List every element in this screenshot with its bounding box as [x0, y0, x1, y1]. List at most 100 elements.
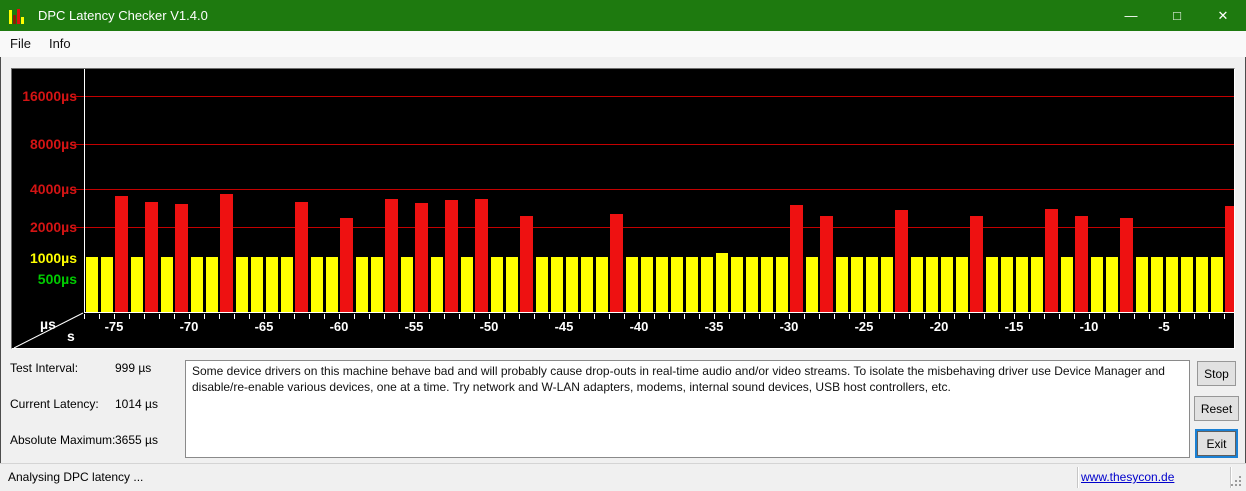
latency-bar [85, 257, 98, 312]
maximize-icon[interactable]: □ [1173, 8, 1181, 23]
latency-bar-spike [970, 216, 983, 312]
x-tickmark [729, 314, 730, 319]
reset-button[interactable]: Reset [1194, 396, 1239, 421]
stat-label: Absolute Maximum: [10, 433, 116, 447]
resize-grip[interactable] [1231, 476, 1243, 488]
latency-bar [985, 257, 998, 312]
latency-bar-spike [790, 205, 803, 312]
stat-value: 1014 µs [115, 397, 158, 411]
x-tickmark [1119, 314, 1120, 319]
latency-bar [1000, 257, 1013, 312]
latency-bar-spike [610, 213, 623, 312]
x-axis-label: -15 [1004, 319, 1024, 334]
x-tickmark [1089, 314, 1090, 319]
latency-bar-spike [475, 199, 488, 312]
grip-dot [1235, 484, 1237, 486]
driver-warning-textbox[interactable]: Some device drivers on this machine beha… [185, 360, 1190, 458]
x-axis-label: -70 [179, 319, 199, 334]
latency-bar-spike [295, 201, 308, 312]
latency-bar-spike [1045, 208, 1058, 312]
stop-button[interactable]: Stop [1197, 361, 1236, 386]
latency-bar [715, 253, 728, 312]
latency-bar [685, 257, 698, 312]
latency-bar [655, 257, 668, 312]
x-tickmark [99, 314, 100, 319]
latency-bar [535, 257, 548, 312]
x-axis-label: -75 [104, 319, 124, 334]
exit-button[interactable]: Exit [1195, 429, 1238, 458]
x-tickmark [624, 314, 625, 319]
x-tickmark [1179, 314, 1180, 319]
app-icon [9, 7, 29, 24]
x-tickmark [789, 314, 790, 319]
x-tickmark [159, 314, 160, 319]
x-tickmark [1134, 314, 1135, 319]
latency-bar-spike [220, 193, 233, 312]
menu-item-info[interactable]: Info [48, 36, 71, 51]
x-tickmark [504, 314, 505, 319]
x-tickmark [204, 314, 205, 319]
grip-dot [1235, 480, 1237, 482]
x-axis-label: -40 [629, 319, 649, 334]
x-tickmark [189, 314, 190, 319]
latency-bar-spike [895, 209, 908, 312]
stat-label: Current Latency: [10, 397, 99, 411]
latency-bar [760, 257, 773, 312]
latency-bar [1090, 257, 1103, 312]
latency-bar-spike [385, 199, 398, 312]
x-tickmark [324, 314, 325, 319]
x-tickmark [654, 314, 655, 319]
window-title: DPC Latency Checker V1.4.0 [38, 8, 208, 23]
x-tickmark [699, 314, 700, 319]
latency-bar [400, 257, 413, 312]
x-tickmark [1059, 314, 1060, 319]
x-axis-label: -35 [704, 319, 724, 334]
latency-bar [925, 257, 938, 312]
x-tickmark [954, 314, 955, 319]
latency-bar-spike [145, 201, 158, 312]
x-tickmark [84, 314, 85, 319]
app-icon-bar [17, 9, 20, 24]
x-tickmark [894, 314, 895, 319]
x-tickmark [1149, 314, 1150, 319]
x-tickmark [984, 314, 985, 319]
thesycon-link[interactable]: www.thesycon.de [1081, 470, 1175, 484]
x-tickmark [309, 314, 310, 319]
latency-bar [265, 257, 278, 312]
latency-bar-spike [340, 217, 353, 312]
app-icon-bar [13, 15, 16, 24]
latency-bar-spike [1075, 216, 1088, 312]
latency-bar [130, 257, 143, 312]
y-gridline [74, 143, 1234, 145]
status-separator [1077, 467, 1078, 488]
x-tickmark [879, 314, 880, 319]
x-tickmark [579, 314, 580, 319]
latency-bar [1060, 257, 1073, 312]
x-tickmark [234, 314, 235, 319]
latency-bar-spike [415, 202, 428, 312]
latency-bar [205, 257, 218, 312]
minimize-icon[interactable]: — [1124, 8, 1138, 23]
y-axis-label: 4000µs [30, 180, 77, 197]
latency-bar [805, 257, 818, 312]
x-tickmark [1029, 314, 1030, 319]
x-tickmark [774, 314, 775, 319]
x-tickmark [429, 314, 430, 319]
y-axis-label: 8000µs [30, 135, 77, 152]
latency-bar [550, 257, 563, 312]
x-tickmark [819, 314, 820, 319]
latency-bar [235, 257, 248, 312]
latency-bar [955, 257, 968, 312]
latency-bar [595, 257, 608, 312]
menu-item-file[interactable]: File [10, 36, 31, 51]
x-axis-label: -30 [779, 319, 799, 334]
x-tickmark [144, 314, 145, 319]
x-tickmark [909, 314, 910, 319]
close-icon[interactable]: ✕ [1217, 7, 1229, 23]
x-axis-label: -20 [929, 319, 949, 334]
x-tickmark [1194, 314, 1195, 319]
x-tickmark [759, 314, 760, 319]
x-tickmark [744, 314, 745, 319]
latency-bar-spike [115, 195, 128, 312]
